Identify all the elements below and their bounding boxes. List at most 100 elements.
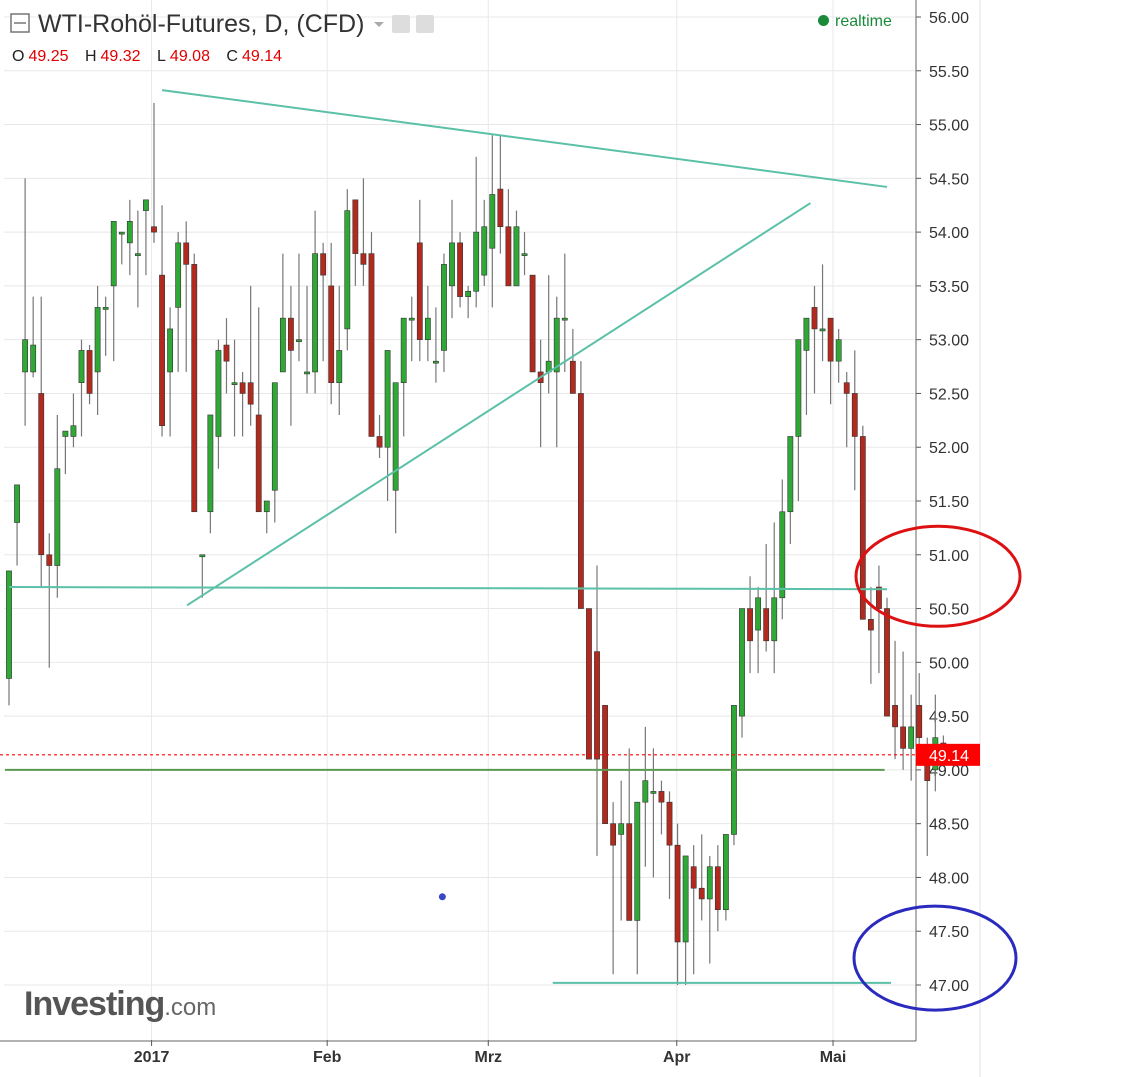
candle-body-down — [666, 801, 673, 846]
candle-body-down — [497, 188, 504, 228]
candle-body-up — [618, 823, 625, 835]
x-tick-label: Mai — [820, 1049, 847, 1066]
candle-body-down — [368, 253, 375, 437]
x-tick-label: Apr — [663, 1049, 691, 1066]
ohlc-low-value: 49.08 — [169, 48, 210, 65]
candle-body-down — [714, 866, 721, 911]
candle-body-up — [908, 726, 915, 749]
y-tick-label: 49.00 — [929, 763, 969, 780]
candle-body-down — [457, 242, 463, 297]
horizontal-resistance-line — [8, 586, 887, 591]
candle-body-up — [62, 430, 69, 437]
candle-body-down — [763, 608, 770, 642]
candle-body-down — [191, 264, 198, 513]
ohlc-high-value: 49.32 — [100, 48, 141, 65]
candle-body-up — [175, 242, 182, 308]
candle-body-up — [634, 801, 641, 921]
candle-body-down — [698, 887, 705, 900]
y-tick-label: 52.00 — [929, 440, 969, 457]
candle-body-down — [610, 823, 617, 846]
y-tick-label: 52.50 — [929, 386, 969, 403]
candle-body-up — [6, 570, 12, 679]
candle-body-up — [304, 371, 310, 375]
upper-trendline — [161, 89, 888, 188]
x-tick-label: 2017 — [134, 1049, 170, 1066]
candle-body-down — [416, 242, 423, 340]
candle-body-up — [779, 511, 786, 599]
y-tick-label: 48.00 — [929, 870, 969, 887]
chevron-down-icon[interactable] — [372, 17, 386, 31]
candle-body-down — [569, 360, 576, 394]
candle-body-up — [392, 382, 399, 491]
candle-body-up — [722, 834, 729, 911]
collapse-icon[interactable] — [10, 13, 32, 35]
logo-main: Investing — [24, 985, 165, 1023]
candle-body-up — [199, 554, 206, 558]
candle-body-up — [30, 344, 37, 373]
candle-body-down — [594, 651, 600, 760]
candle-body-down — [320, 253, 327, 276]
candle-body-down — [288, 317, 294, 351]
candle-body-up — [465, 290, 472, 297]
candle-body-down — [658, 791, 665, 803]
candle-body-down — [876, 586, 882, 609]
candle-body-down — [916, 705, 923, 738]
candle-body-up — [118, 231, 125, 235]
candle-body-up — [650, 791, 657, 794]
candle-body-down — [900, 726, 907, 749]
candle-body-up — [473, 231, 480, 292]
candle-body-up — [102, 307, 109, 310]
candle-body-up — [424, 317, 431, 340]
candle-body-down — [586, 608, 592, 760]
candle-body-up — [642, 780, 649, 803]
y-tick-label: 55.50 — [929, 64, 969, 81]
candle-body-down — [151, 226, 157, 233]
candle-body-up — [489, 194, 496, 249]
candle-body-up — [271, 382, 278, 491]
red-ellipse-annotation — [854, 524, 1022, 628]
grid-lines — [4, 0, 915, 1040]
candle-body-down — [690, 866, 697, 889]
candle-body-up — [207, 414, 214, 513]
blue-ellipse-annotation — [852, 904, 1018, 1012]
price-tag-label: 49.14 — [929, 748, 969, 765]
candle-body-down — [86, 350, 93, 394]
y-tick-label: 53.50 — [929, 279, 969, 296]
candle-body-up — [408, 317, 415, 321]
candle-body-up — [682, 855, 689, 943]
logo-suffix: .com — [164, 994, 217, 1021]
y-tick-label: 48.50 — [929, 817, 969, 834]
candle-body-down — [867, 619, 874, 631]
x-tick-label: Feb — [313, 1049, 342, 1066]
eye-icon[interactable] — [392, 15, 411, 33]
candle-body-up — [739, 608, 745, 717]
candle-body-up — [336, 350, 343, 383]
candle-body-up — [70, 425, 77, 437]
candle-body-up — [513, 226, 520, 287]
ohlc-low-label: L — [157, 48, 166, 65]
candle-body-down — [223, 344, 230, 362]
axes: 47.00 47.50 48.00 48.50 49.00 49.50 50.00 50.50… — [0, 0, 981, 1077]
candle-body-down — [859, 436, 866, 620]
candle-body-down — [255, 414, 262, 513]
candle-body-down — [46, 554, 53, 566]
candle-body-up — [441, 264, 447, 351]
ohlc-high-label: H — [84, 48, 97, 65]
y-tick-label: 50.50 — [929, 602, 969, 619]
ohlc-readout: O 49.25 H 49.32 L 49.08 C 49.14 — [12, 48, 294, 66]
candle-body-down — [811, 307, 818, 330]
candle-body-up — [296, 339, 302, 342]
y-tick-label: 54.50 — [929, 171, 969, 188]
candle-body-up — [54, 468, 61, 566]
candle-body-down — [884, 608, 890, 717]
gear-icon[interactable] — [416, 15, 435, 33]
candle-body-down — [159, 274, 165, 427]
candle-body-down — [360, 253, 367, 265]
candle-body-up — [14, 484, 20, 523]
candle-body-down — [747, 608, 753, 642]
candle-body-up — [521, 253, 528, 256]
y-tick-label: 56.00 — [929, 10, 969, 27]
candle-body-up — [344, 210, 351, 330]
candle-body-down — [674, 844, 681, 943]
